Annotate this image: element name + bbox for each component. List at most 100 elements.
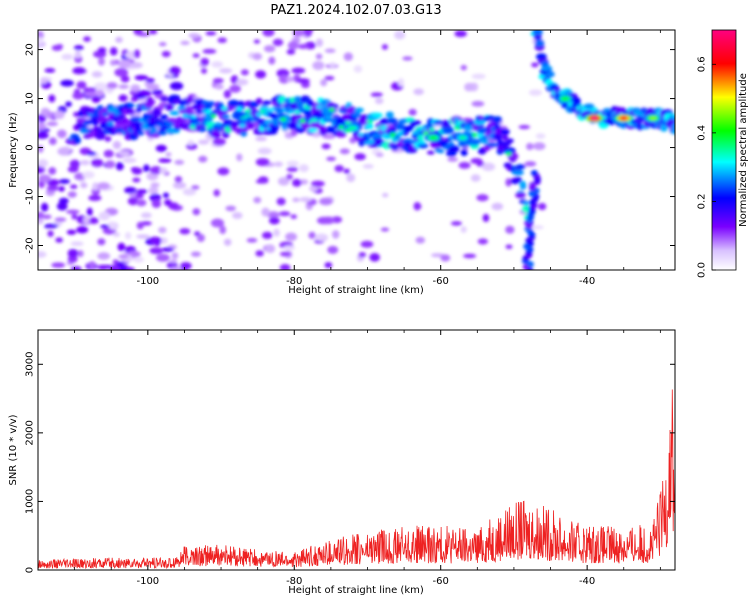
spectrogram-cell <box>205 31 217 36</box>
spectrogram-cell <box>38 174 51 183</box>
spectrogram-cell <box>306 100 315 108</box>
spectrogram-cell <box>61 53 74 60</box>
spectrogram-cell <box>91 158 104 168</box>
spectrogram-cell <box>468 138 481 146</box>
spectrogram-cell <box>599 123 609 129</box>
spectrogram-cell <box>204 116 211 121</box>
spectrogram-cell <box>324 48 336 53</box>
spectrogram-cell <box>106 82 118 89</box>
spectrogram-cell <box>158 42 167 47</box>
spectrogram-cell <box>261 207 270 217</box>
spectrogram-cell <box>127 102 135 108</box>
snr-frame <box>37 329 676 571</box>
spectrogram-cell <box>343 168 350 174</box>
snr-x-tick-label: -100 <box>136 576 159 587</box>
spectrogram-cell <box>124 231 132 240</box>
spectrogram-cell <box>460 148 468 157</box>
spectrogram-cell <box>67 248 79 258</box>
spectrogram-cell <box>169 81 184 91</box>
spectrogram-cell <box>519 181 527 189</box>
spectrogram-y-label: Frequency (Hz) <box>8 112 19 188</box>
spectrogram-cell <box>148 186 159 195</box>
spectrogram-cell <box>158 158 172 163</box>
spectrogram-cell <box>114 68 129 77</box>
spectrogram-cell <box>538 202 547 211</box>
spectrogram-cell <box>293 113 303 121</box>
spectrogram-cell <box>353 65 363 73</box>
spectrogram-cell <box>118 59 132 69</box>
spectrogram-cell <box>38 218 44 225</box>
spectrogram-cell <box>202 48 217 54</box>
spectrogram-cell <box>217 37 227 44</box>
spectrogram-y-tick-label: 20 <box>25 43 36 56</box>
spectrogram-cell <box>149 166 163 175</box>
spectrogram-cell <box>215 83 224 90</box>
spectrogram-cell <box>279 263 291 270</box>
spectrogram-cell <box>441 119 451 126</box>
spectrogram-cell <box>150 126 158 133</box>
spectrogram-cell <box>46 111 53 120</box>
spectrogram-cell <box>450 221 463 226</box>
spectrogram-cell <box>318 127 328 136</box>
spectrogram-cell <box>335 131 347 138</box>
spectrogram-cell <box>176 117 188 122</box>
snr-x-tick-label: -40 <box>579 576 595 587</box>
spectrogram-cell <box>164 199 172 206</box>
spectrogram-cell <box>223 89 232 99</box>
spectrogram-cell <box>130 96 139 102</box>
spectrogram-cell <box>473 119 486 126</box>
spectrogram-cell <box>91 71 103 78</box>
spectrogram-x-tick-label: -60 <box>433 276 449 287</box>
spectrogram-cell <box>367 119 374 124</box>
spectrogram-cell <box>118 254 129 259</box>
spectrogram-cell <box>148 30 158 35</box>
spectrogram-cell <box>70 241 84 247</box>
spectrogram-cell <box>245 109 252 114</box>
spectrogram-cell <box>590 116 598 121</box>
spectrogram-y-ticks: -20 -10 0 10 20 <box>25 43 675 254</box>
spectrogram-cell <box>185 105 195 111</box>
spectrogram-cell <box>374 97 384 105</box>
spectrogram-cell <box>151 89 163 96</box>
spectrogram-x-label: Height of straight line (km) <box>288 285 424 296</box>
colorbar-label: Normalized spectral amplitude <box>738 73 749 227</box>
spectrogram-cell <box>352 111 361 118</box>
spectrogram-cell <box>471 73 486 80</box>
spectrogram-cell <box>286 166 299 172</box>
spectrogram-cell <box>219 68 233 74</box>
spectrogram-cell <box>389 132 396 137</box>
spectrogram-cell <box>506 138 514 144</box>
spectrogram-cell <box>40 77 48 84</box>
spectrogram-cell <box>426 150 435 155</box>
spectrogram-cell <box>217 167 230 176</box>
colorbar-tick-label: 0.6 <box>697 56 708 72</box>
spectrogram-cell <box>511 169 524 176</box>
colorbar: 0.0 0.2 0.4 0.6 Normalized spectral amplitu… <box>697 29 749 278</box>
spectrogram-cell <box>136 221 144 230</box>
spectrogram-cell <box>147 99 156 105</box>
spectrogram-cell <box>190 114 197 119</box>
spectrogram-cell <box>253 196 262 204</box>
spectrogram-cell <box>379 118 390 125</box>
spectrogram-cell <box>97 238 106 246</box>
figure-title: PAZ1.2024.102.07.03.G13 <box>270 3 441 18</box>
spectrogram-cell <box>315 53 323 60</box>
spectrogram-cell <box>382 192 389 198</box>
spectrogram-cell <box>252 52 263 61</box>
spectrogram-cell <box>409 120 422 126</box>
spectrogram-cell <box>368 139 376 145</box>
spectrogram-cell <box>210 218 225 228</box>
spectrogram-cell <box>286 76 294 83</box>
spectrogram-cell <box>237 100 245 107</box>
spectrogram-cell <box>287 41 299 50</box>
spectrogram-cell <box>97 182 110 190</box>
spectrogram-cell <box>375 152 384 158</box>
snr-x-label: Height of straight line (km) <box>288 585 424 596</box>
spectrogram-cell <box>271 113 278 120</box>
spectrogram-cell <box>360 240 374 248</box>
snr-x-tick-label: -80 <box>286 576 302 587</box>
spectrogram-cell <box>328 62 337 68</box>
spectrogram-cell <box>130 61 143 69</box>
spectrogram-cell <box>94 82 108 91</box>
spectrogram-cell <box>146 78 155 84</box>
